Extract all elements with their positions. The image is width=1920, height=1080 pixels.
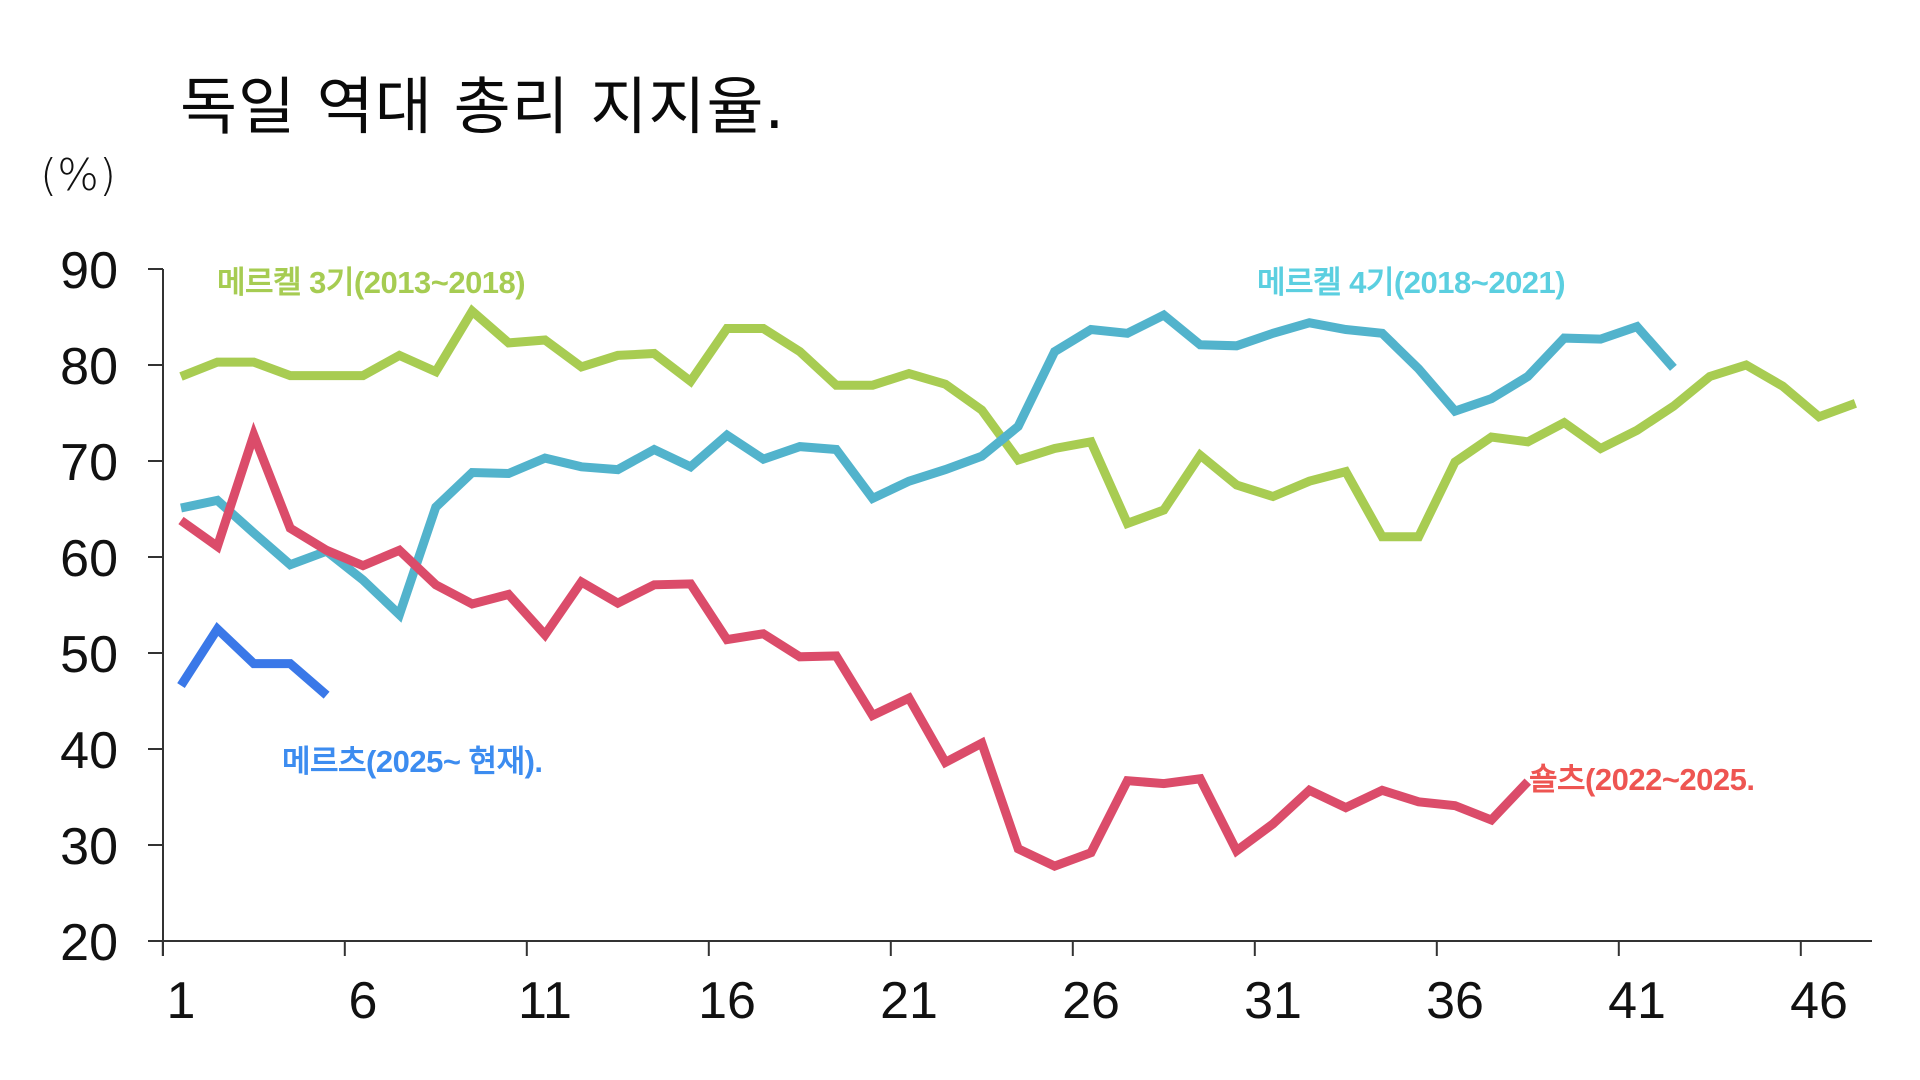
y-tick-label: 50 [60, 626, 118, 684]
x-tick-label: 1 [167, 972, 196, 1030]
chart-title: 독일 역대 총리 지지율. [180, 70, 786, 143]
y-axis-unit-label: (%) [40, 150, 117, 201]
x-tick-label: 46 [1790, 972, 1848, 1030]
y-tick-label: 70 [60, 434, 118, 492]
series-line-merkel-4 [180, 309, 1677, 623]
y-tick-label: 60 [60, 530, 118, 588]
series-line-merz [177, 621, 330, 699]
x-tick-label: 31 [1244, 972, 1302, 1030]
series-line-merkel-3 [179, 304, 1857, 542]
x-tick-label: 6 [349, 972, 378, 1030]
series-lines [177, 304, 1857, 871]
x-tick-label: 41 [1608, 972, 1666, 1030]
x-tick-label: 36 [1426, 972, 1484, 1030]
x-tick-label: 26 [1062, 972, 1120, 1030]
y-tick-label: 90 [60, 242, 118, 300]
y-tick-label: 30 [60, 818, 118, 876]
series-label-merkel-3: 메르켈 3기(2013~2018) [217, 265, 526, 300]
y-tick-label: 80 [60, 338, 118, 396]
series-label-merkel-4: 메르켈 4기(2018~2021) [1257, 265, 1566, 300]
x-tick-label: 11 [518, 972, 572, 1030]
x-tick-label: 21 [880, 972, 938, 1030]
series-label-scholz: 숄츠(2022~2025. [1529, 762, 1755, 797]
series-label-merz: 메르츠(2025~ 현재). [282, 744, 543, 779]
x-tick-label: 16 [698, 972, 756, 1030]
y-tick-label: 20 [60, 914, 118, 972]
series-line-scholz [178, 421, 1532, 871]
y-tick-label: 40 [60, 722, 118, 780]
